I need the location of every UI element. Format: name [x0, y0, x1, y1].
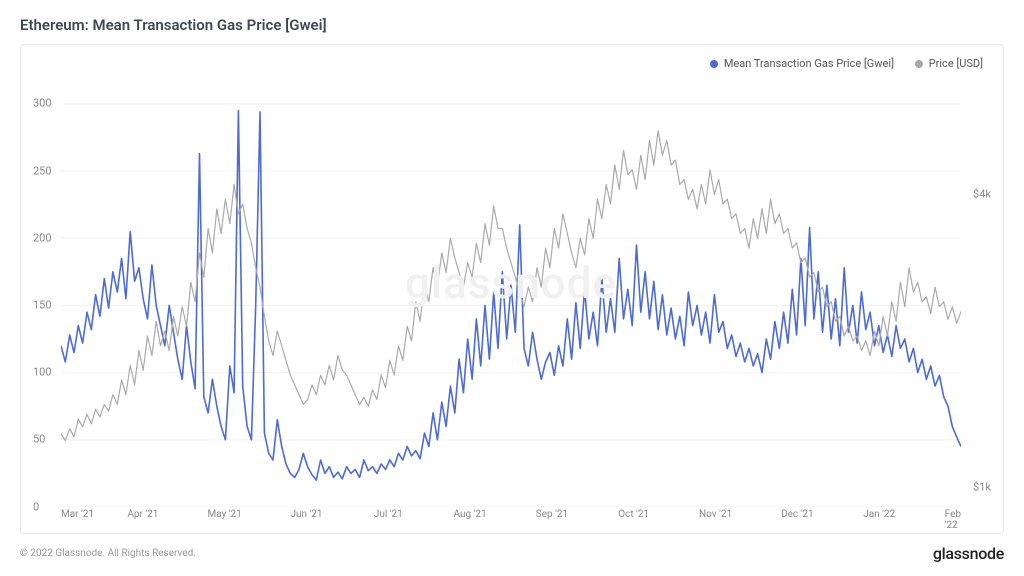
legend-dot-gas — [710, 60, 718, 68]
y-tick-right: $1k — [973, 480, 991, 493]
y-tick-left: 200 — [33, 231, 52, 244]
page-footer: © 2022 Glassnode. All Rights Reserved. g… — [20, 544, 1004, 563]
chart-plot-area: glassnode 050100150200250300$1k$4k — [61, 77, 961, 507]
x-tick: Jul '21 — [374, 509, 403, 520]
y-tick-left: 100 — [33, 366, 52, 379]
legend-item-gas: Mean Transaction Gas Price [Gwei] — [710, 57, 894, 70]
brand-logo: glassnode — [933, 544, 1004, 563]
x-tick: Oct '21 — [618, 509, 649, 520]
legend-item-price: Price [USD] — [915, 57, 983, 70]
x-tick: May '21 — [207, 509, 241, 520]
x-tick: Feb '22 — [945, 509, 961, 531]
y-tick-left: 300 — [33, 97, 52, 110]
legend-label-gas: Mean Transaction Gas Price [Gwei] — [724, 57, 894, 70]
y-tick-left: 150 — [33, 298, 52, 311]
y-tick-left: 50 — [33, 433, 45, 446]
y-tick-right: $4k — [973, 187, 991, 200]
x-tick: Mar '21 — [61, 509, 94, 520]
y-tick-left: 0 — [33, 500, 39, 513]
x-axis-labels: Mar '21 Apr '21 May '21 Jun '21 Jul '21 Aug '… — [61, 507, 961, 523]
chart-svg — [61, 77, 961, 507]
x-tick: Jun '21 — [290, 509, 322, 520]
x-tick: Apr '21 — [127, 509, 158, 520]
copyright-text: © 2022 Glassnode. All Rights Reserved. — [20, 548, 196, 559]
x-tick: Sep '21 — [536, 509, 568, 520]
x-tick: Aug '21 — [454, 509, 487, 520]
chart-container: Mean Transaction Gas Price [Gwei] Price … — [20, 44, 1004, 534]
legend-label-price: Price [USD] — [929, 57, 983, 70]
page-title: Ethereum: Mean Transaction Gas Price [Gw… — [20, 16, 1004, 34]
x-tick: Nov '21 — [699, 509, 732, 520]
x-tick: Dec '21 — [781, 509, 814, 520]
legend-dot-price — [915, 60, 923, 68]
x-tick: Jan '22 — [863, 509, 895, 520]
y-tick-left: 250 — [33, 164, 52, 177]
chart-legend: Mean Transaction Gas Price [Gwei] Price … — [33, 53, 991, 77]
